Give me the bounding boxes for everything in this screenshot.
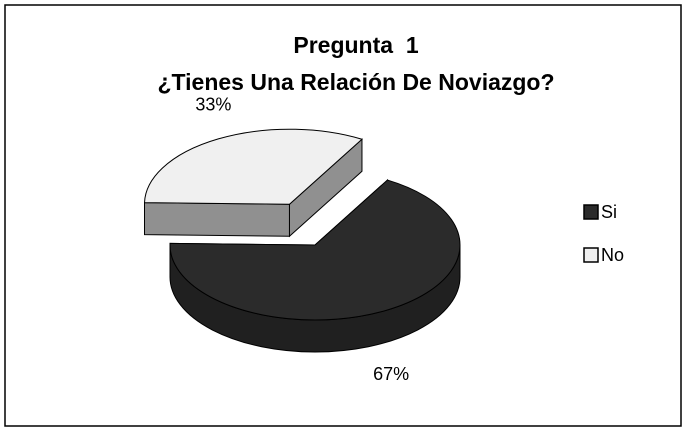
slice-cut-face	[144, 202, 290, 237]
slice-top	[143, 128, 363, 205]
chart-border	[4, 4, 682, 427]
legend-label: No	[601, 245, 624, 265]
pie-slice	[143, 128, 363, 238]
data-label: 33%	[195, 95, 231, 115]
slice-top	[169, 179, 461, 321]
legend-swatch	[583, 247, 599, 263]
legend-swatch	[583, 204, 599, 220]
chart-title: Pregunta 1	[293, 32, 418, 58]
legend-label: Si	[601, 202, 617, 222]
pie: 33% 67%	[143, 95, 461, 384]
pie-slice	[169, 178, 461, 353]
chart-subtitle: ¿Tienes Una Relación De Noviazgo?	[157, 69, 554, 95]
data-label: 67%	[373, 364, 409, 384]
legend: Si No	[583, 202, 624, 265]
